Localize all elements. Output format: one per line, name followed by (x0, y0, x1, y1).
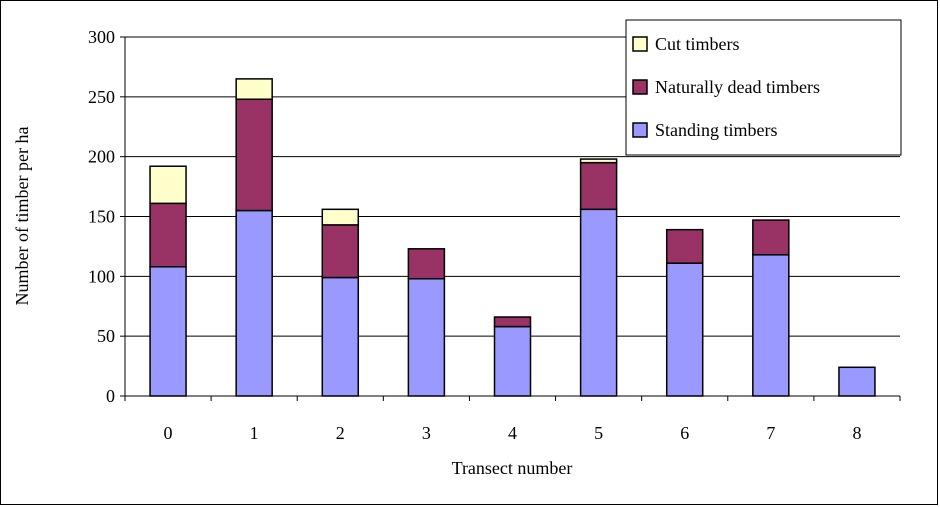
x-tick-label: 7 (766, 423, 775, 443)
bar-segment-standing-timbers (493, 325, 532, 397)
bar-segment-standing-timbers (838, 366, 876, 397)
bar-segment-naturally-dead-timbers (235, 98, 273, 212)
x-tick-labels: 0 1 2 3 4 5 6 7 8 (164, 423, 862, 443)
x-tick-label: 8 (852, 423, 861, 443)
legend-swatch (632, 79, 648, 95)
x-tick-label: 3 (422, 423, 431, 443)
x-tick-label: 6 (680, 423, 689, 443)
bar-segment-standing-timbers (752, 254, 790, 397)
y-tick-label: 100 (88, 266, 115, 286)
axes (124, 37, 900, 397)
y-tick-label: 50 (97, 326, 115, 346)
bar-segment-naturally-dead-timbers (149, 202, 187, 268)
bar-segment-standing-timbers (321, 276, 360, 397)
x-axis-title: Transect number (452, 458, 573, 478)
bar-segment-cut-timbers (579, 158, 618, 164)
legend-label: Standing timbers (655, 120, 778, 140)
y-axis-title: Number of timber per ha (12, 127, 32, 306)
legend-swatch (632, 36, 648, 52)
bar-segment-standing-timbers (407, 277, 446, 397)
bar-segment-cut-timbers (149, 165, 187, 205)
bar-segment-naturally-dead-timbers (752, 219, 790, 256)
x-tick-label: 2 (336, 423, 345, 443)
x-tick-label: 1 (250, 423, 259, 443)
legend-label: Naturally dead timbers (655, 77, 820, 97)
bars (149, 78, 876, 397)
bar-segment-standing-timbers (665, 262, 704, 397)
bar-segment-naturally-dead-timbers (579, 161, 618, 211)
bar-segment-cut-timbers (321, 208, 360, 226)
y-tick-label: 300 (88, 27, 115, 47)
bar-segment-standing-timbers (149, 266, 187, 397)
y-tick-label: 250 (88, 87, 115, 107)
y-tick-label: 150 (88, 207, 115, 227)
legend-label: Cut timbers (655, 34, 740, 54)
bar-segment-naturally-dead-timbers (321, 224, 360, 279)
legend-box (625, 19, 902, 156)
legend-swatch (632, 122, 648, 138)
bar-segment-standing-timbers (235, 209, 273, 397)
bar-segment-standing-timbers (579, 208, 618, 397)
bar-segment-naturally-dead-timbers (493, 316, 532, 328)
y-tick-labels: 0 50 100 150 200 250 300 (88, 27, 115, 406)
y-tick-label: 200 (88, 147, 115, 167)
bar-segment-naturally-dead-timbers (665, 228, 704, 264)
x-tick-label: 5 (594, 423, 603, 443)
x-tick-label: 4 (508, 423, 517, 443)
bar-segment-cut-timbers (235, 78, 273, 100)
y-tick-label: 0 (106, 386, 115, 406)
x-tick-label: 0 (164, 423, 173, 443)
legend: Cut timbers Naturally dead timbers Standin… (625, 19, 902, 156)
bar-segment-naturally-dead-timbers (407, 248, 446, 280)
